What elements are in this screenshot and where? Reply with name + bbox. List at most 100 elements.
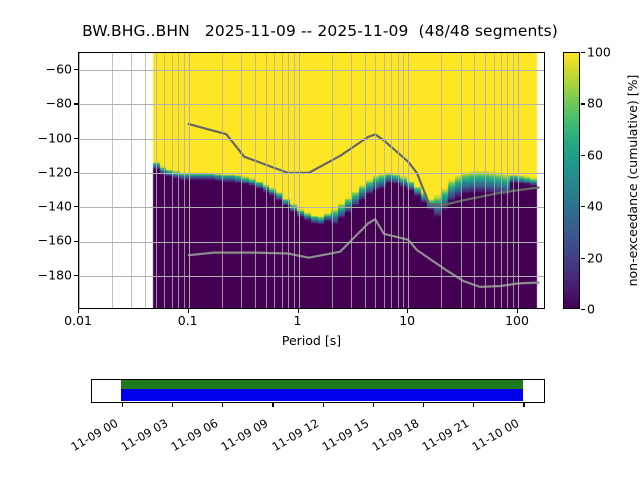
- x-gridline: [254, 53, 256, 308]
- x-tick-label: 100: [505, 313, 529, 328]
- x-gridline: [293, 53, 295, 308]
- y-tick-label: −60: [45, 61, 72, 77]
- x-gridline: [513, 53, 514, 308]
- x-tick-mark: [187, 309, 189, 313]
- timeline-tick-mark: [523, 403, 525, 407]
- colorbar-tick-label: 80: [587, 95, 603, 111]
- timeline-tick-mark: [222, 403, 224, 407]
- colorbar-tick-label: 60: [587, 147, 603, 163]
- colorbar-tick-label: 20: [587, 250, 603, 266]
- y-gridline: [79, 104, 544, 106]
- x-tick-label: 10: [399, 313, 416, 328]
- x-gridline: [484, 53, 486, 308]
- x-gridline: [507, 53, 509, 308]
- timeline-tick-label: 11-09 15: [319, 415, 372, 454]
- colorbar-gradient: [564, 53, 579, 308]
- y-tick-label: −160: [37, 232, 72, 248]
- colorbar-tick-label: 0: [587, 301, 595, 317]
- timeline-tick-label: 11-09 06: [168, 415, 221, 454]
- y-tick-label: −100: [37, 130, 72, 146]
- x-gridline: [171, 53, 173, 308]
- timeline-tick-label: 11-09 03: [118, 415, 171, 454]
- timeline-tick-mark: [121, 403, 123, 407]
- x-tick-label: 1: [293, 313, 302, 328]
- colorbar-tick-mark: [581, 206, 585, 208]
- coverage-bar-psd-segments: [121, 389, 523, 402]
- y-tick-label: −80: [45, 95, 72, 111]
- x-gridline: [460, 53, 462, 308]
- y-tick-mark: [74, 69, 78, 71]
- x-tick-mark: [297, 309, 299, 313]
- colorbar-label: non-exceedance (cumulative) [%]: [625, 74, 640, 287]
- coverage-bar-data-present: [121, 380, 523, 389]
- x-tick-label: 0.01: [64, 313, 92, 328]
- coverage-timeline: [91, 379, 545, 403]
- x-gridline: [183, 53, 185, 308]
- figure-title: BW.BHG..BHN 2025-11-09 -- 2025-11-09 (48…: [82, 22, 558, 40]
- x-gridline: [274, 53, 276, 308]
- x-gridline: [474, 53, 476, 308]
- timeline-tick-mark: [272, 403, 274, 407]
- x-gridline: [350, 53, 352, 308]
- x-gridline: [131, 53, 133, 308]
- x-axis-label: Period [s]: [281, 333, 342, 348]
- colorbar-tick-mark: [581, 154, 585, 157]
- x-gridline: [145, 53, 147, 308]
- colorbar: [563, 52, 580, 309]
- y-gridline: [79, 172, 544, 174]
- colorbar-tick-label: 100: [587, 44, 611, 60]
- x-gridline: [397, 53, 399, 308]
- ppsd-axes: [78, 52, 545, 309]
- timeline-tick-mark: [171, 403, 174, 407]
- x-gridline: [331, 53, 333, 308]
- colorbar-tick-label: 40: [587, 198, 603, 214]
- timeline-tick-label: 11-09 21: [419, 415, 472, 454]
- x-gridline: [364, 53, 366, 308]
- x-tick-mark: [78, 309, 80, 313]
- timeline-tick-label: 11-09 12: [269, 415, 321, 454]
- x-tick-mark: [517, 309, 519, 313]
- y-tick-mark: [74, 240, 78, 242]
- x-gridline: [112, 53, 113, 308]
- x-gridline: [241, 53, 243, 308]
- y-tick-mark: [74, 206, 78, 208]
- x-gridline: [408, 53, 410, 308]
- colorbar-tick-mark: [581, 52, 585, 54]
- x-gridline: [501, 53, 502, 308]
- x-gridline: [518, 53, 519, 308]
- x-gridline: [155, 53, 157, 308]
- x-tick-label: 0.1: [177, 313, 198, 328]
- timeline-tick-label: 11-09 00: [68, 415, 120, 454]
- colorbar-tick-mark: [581, 309, 585, 311]
- y-gridline: [79, 207, 544, 209]
- x-gridline: [298, 53, 300, 308]
- y-gridline: [79, 138, 544, 140]
- y-tick-label: −140: [37, 198, 72, 214]
- x-gridline: [178, 53, 180, 308]
- x-gridline: [375, 53, 377, 308]
- y-gridline: [79, 70, 544, 72]
- x-tick-mark: [407, 309, 409, 313]
- x-gridline: [403, 53, 405, 308]
- timeline-tick-mark: [423, 403, 425, 407]
- x-gridline: [221, 53, 223, 308]
- y-tick-label: −120: [37, 164, 72, 180]
- x-gridline: [281, 53, 283, 308]
- x-gridline: [188, 53, 190, 308]
- y-tick-mark: [74, 171, 78, 174]
- noise-model-nhnm: [187, 122, 540, 206]
- x-gridline: [287, 53, 289, 308]
- x-gridline: [79, 53, 80, 308]
- y-tick-mark: [74, 274, 78, 276]
- x-gridline: [441, 53, 443, 308]
- timeline-tick-mark: [473, 403, 475, 407]
- timeline-tick-mark: [372, 403, 374, 407]
- x-gridline: [383, 53, 385, 308]
- colorbar-tick-mark: [581, 103, 585, 105]
- timeline-tick-mark: [322, 403, 324, 407]
- timeline-tick-label: 11-09 09: [218, 415, 271, 454]
- y-gridline: [79, 241, 544, 243]
- y-tick-label: −180: [37, 267, 72, 283]
- y-gridline: [79, 275, 544, 277]
